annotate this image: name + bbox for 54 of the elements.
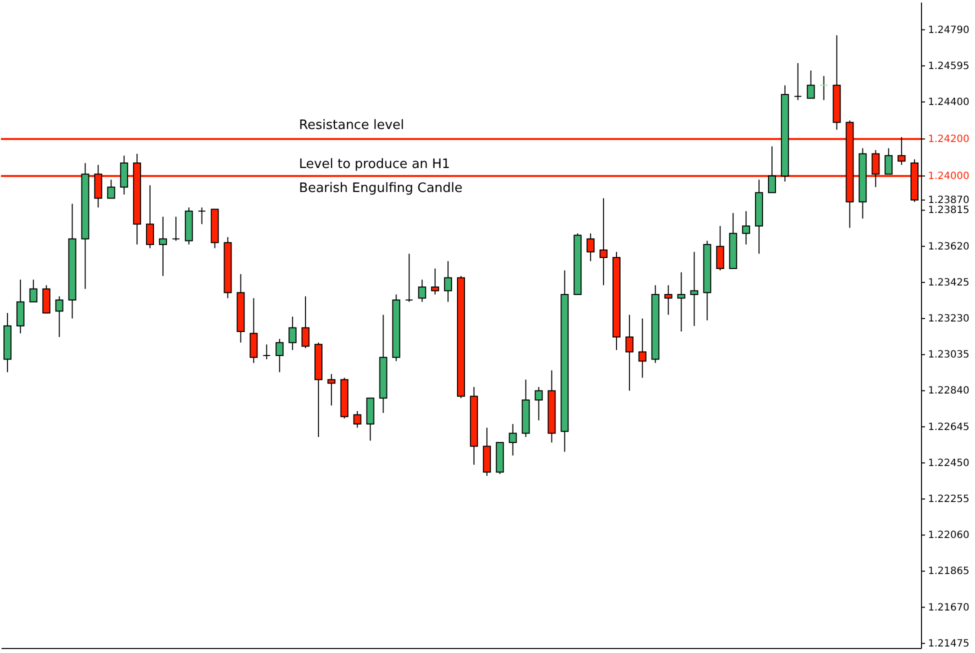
y-tick-label: 1.24790 xyxy=(928,24,970,36)
candlestick xyxy=(158,216,167,276)
y-tick-label: 1.22060 xyxy=(928,530,970,542)
y-tick-label: 1.23815 xyxy=(928,205,970,216)
candlestick xyxy=(625,314,634,392)
y-tick-label: 1.23620 xyxy=(928,241,970,252)
y-tick-label: 1.21475 xyxy=(928,638,970,650)
candlestick xyxy=(29,279,38,302)
y-tick-label: 1.24000 xyxy=(928,170,970,182)
candlestick xyxy=(262,344,271,360)
candlestick xyxy=(586,232,595,262)
candlestick xyxy=(690,251,698,326)
ref-line-label: Level to produce an H1 Bearish Engulfing Candle xyxy=(299,156,463,196)
y-tick-label: 1.23870 xyxy=(928,195,970,206)
candlestick xyxy=(677,272,686,332)
candlestick xyxy=(600,198,608,286)
candlestick xyxy=(302,296,310,349)
candlestick xyxy=(638,318,646,378)
candlestick xyxy=(742,210,750,245)
y-tick-label: 1.23035 xyxy=(928,350,970,361)
candlestick xyxy=(431,268,440,295)
candlestick xyxy=(820,76,828,101)
candlestick xyxy=(327,374,336,406)
candlestick xyxy=(353,410,362,428)
candlestick xyxy=(55,296,64,338)
candlestick xyxy=(806,70,815,99)
candlestick xyxy=(716,225,724,271)
candlestick xyxy=(508,424,517,456)
y-tick-label: 1.21865 xyxy=(928,566,970,578)
y-tick-label: 1.23230 xyxy=(928,314,970,325)
y-tick-label: 1.24200 xyxy=(928,134,970,145)
y-tick-label: 1.22450 xyxy=(928,458,970,469)
candlestick xyxy=(444,260,452,302)
candlestick xyxy=(405,253,414,302)
candlestick xyxy=(288,316,297,350)
y-tick-label: 1.21670 xyxy=(928,602,970,614)
candlestick xyxy=(146,184,154,249)
candlestick xyxy=(794,62,802,101)
candlestick xyxy=(198,206,206,225)
candlestick xyxy=(768,146,776,194)
candlestick xyxy=(172,216,180,242)
ref-line-label: Resistance level xyxy=(299,118,404,133)
y-tick-label: 1.24400 xyxy=(928,96,970,108)
candlestick xyxy=(664,284,672,316)
y-tick-label: 1.23425 xyxy=(928,277,970,288)
candlestick xyxy=(107,179,116,199)
candlestick xyxy=(276,338,284,373)
candlestick xyxy=(418,279,426,302)
y-tick-label: 1.22840 xyxy=(928,386,970,397)
candlestick xyxy=(884,148,893,175)
y-tick-label: 1.24595 xyxy=(928,60,970,72)
candlestick xyxy=(534,386,543,421)
y-tick-label: 1.22645 xyxy=(928,422,970,433)
y-tick-label: 1.22255 xyxy=(928,494,970,505)
